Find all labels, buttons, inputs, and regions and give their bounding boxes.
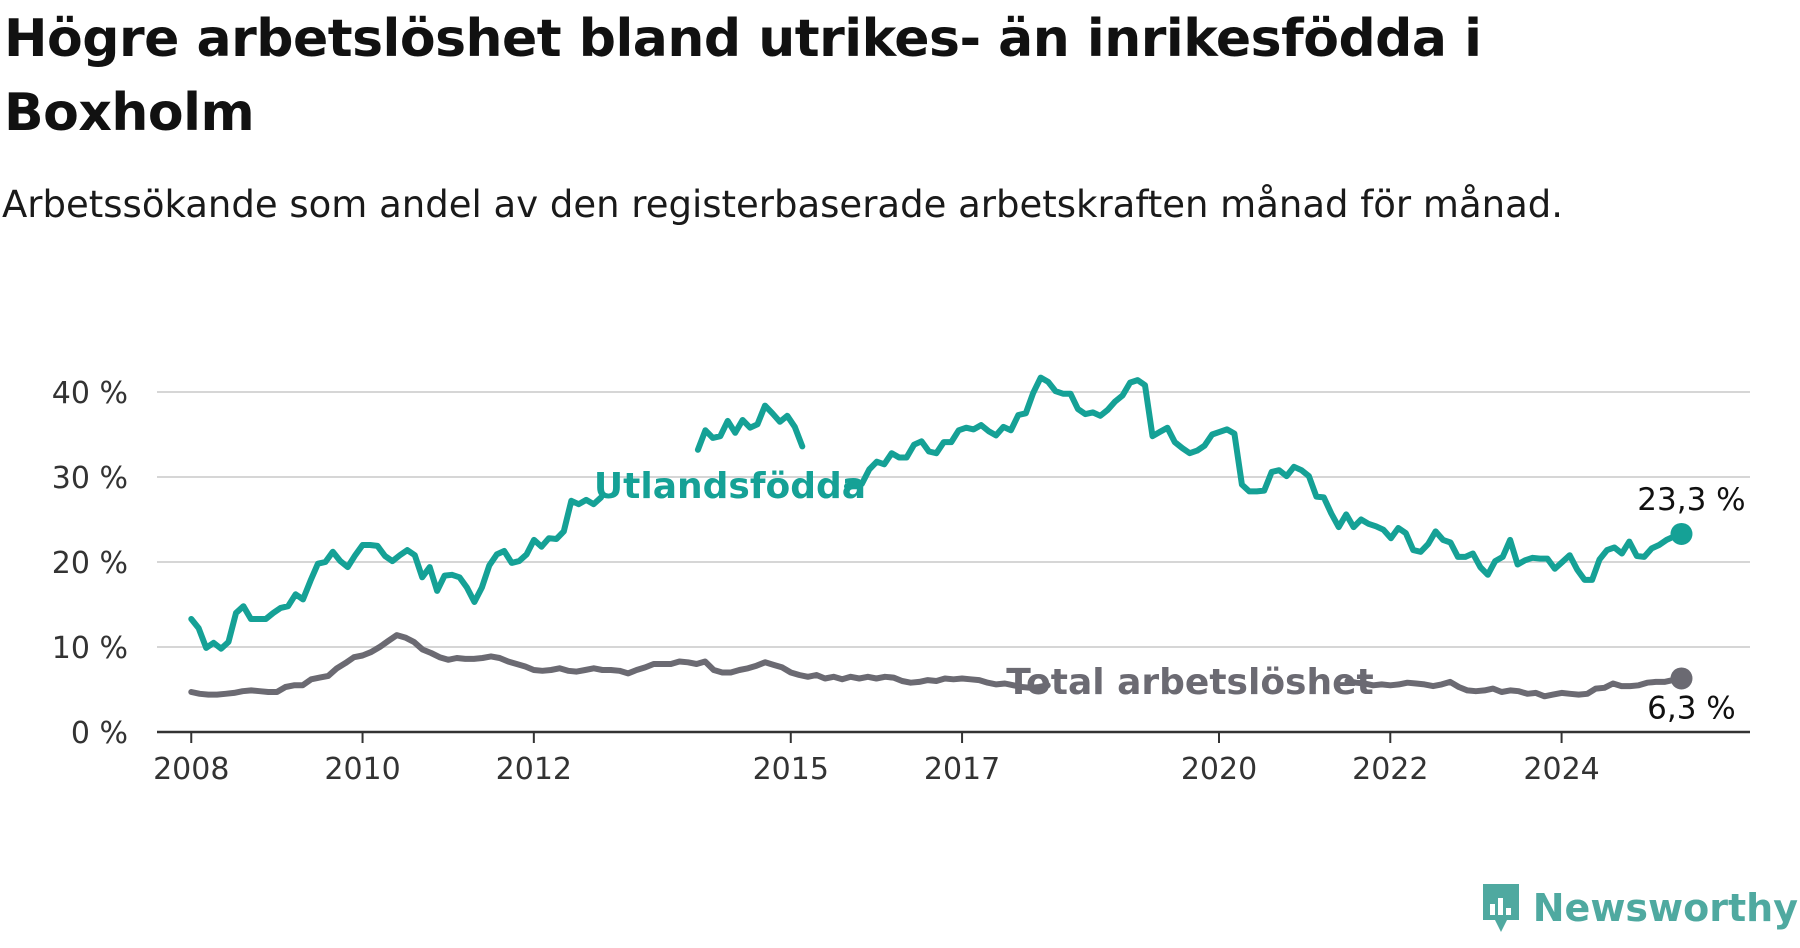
y-axis: 0 % 10 % 20 % 30 % 40 % xyxy=(52,376,128,751)
x-tick-label: 2020 xyxy=(1181,752,1257,787)
chart-subtitle: Arbetssökande som andel av den registerb… xyxy=(2,183,1563,226)
newsworthy-logo[interactable]: Newsworthy xyxy=(1479,880,1798,936)
series-line-total xyxy=(188,632,1685,700)
y-tick-label: 30 % xyxy=(52,461,128,496)
series-end-label: 23,3 % xyxy=(1637,482,1745,518)
x-tick-label: 2024 xyxy=(1523,752,1599,787)
series-labels: 23,3 % Utlandsfödda 6,3 % Total arbetslöshe… xyxy=(594,466,1746,726)
series-end-label: 6,3 % xyxy=(1647,690,1736,726)
x-tick-label: 2012 xyxy=(496,752,572,787)
grid-lines xyxy=(157,391,1750,648)
x-axis: 2008 2010 2012 2015 2017 2020 2022 2024 xyxy=(153,730,1750,787)
x-tick-label: 2022 xyxy=(1352,752,1428,787)
series-end-dot xyxy=(1670,522,1693,545)
x-tick-label: 2015 xyxy=(753,752,829,787)
y-tick-label: 10 % xyxy=(52,631,128,666)
series-name-label: Total arbetslöshet xyxy=(1006,662,1374,703)
x-tick-label: 2010 xyxy=(324,752,400,787)
series-line-utlandsfodda xyxy=(188,374,1685,652)
x-tick-label: 2017 xyxy=(924,752,1000,787)
series-end-dot xyxy=(1670,667,1693,690)
y-tick-label: 40 % xyxy=(52,376,128,411)
series-name-label: Utlandsfödda xyxy=(594,466,866,507)
y-tick-label: 0 % xyxy=(71,716,128,751)
x-tick-label: 2008 xyxy=(153,752,229,787)
chart-title: Högre arbetslöshet bland utrikes- än inr… xyxy=(4,9,1482,143)
newsworthy-logo-icon xyxy=(1482,884,1519,932)
y-tick-label: 20 % xyxy=(52,546,128,581)
logo-text: Newsworthy xyxy=(1532,886,1798,930)
series-lines xyxy=(188,374,1693,700)
